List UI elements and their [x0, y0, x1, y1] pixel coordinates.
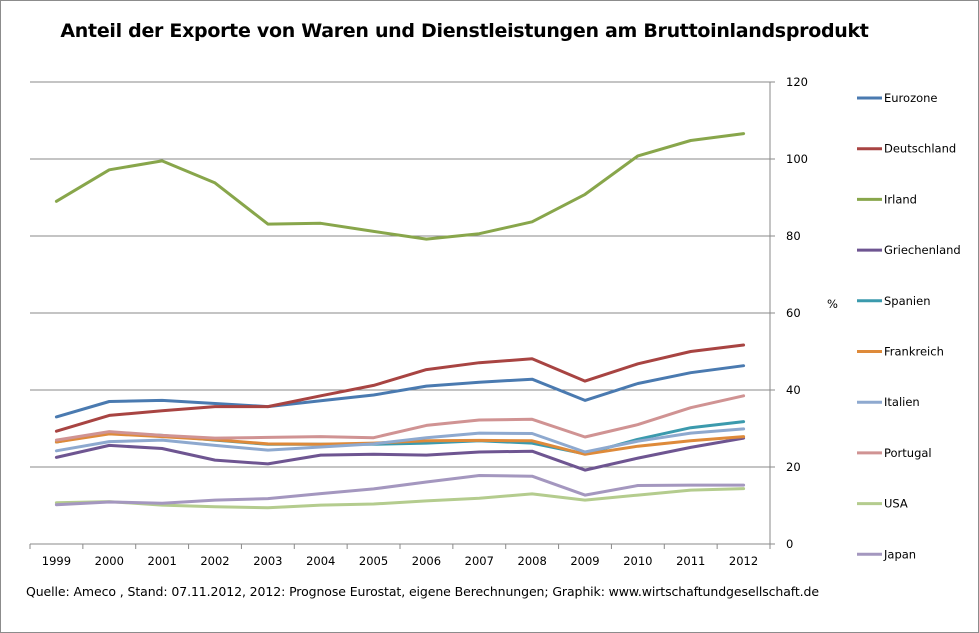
x-tick-label: 2012 [729, 554, 758, 568]
chart-title: Anteil der Exporte von Waren und Dienstl… [60, 20, 869, 42]
legend-label-griechenland: Griechenland [884, 243, 961, 257]
y-tick-label: 120 [786, 75, 808, 89]
series-line-portugal [54, 394, 746, 442]
y-tick-label: 20 [786, 460, 801, 474]
series-line-eurozone [54, 364, 746, 419]
x-tick-label: 1999 [42, 554, 71, 568]
x-tick-label: 2010 [623, 554, 652, 568]
x-tick-label: 2004 [306, 554, 335, 568]
legend-label-usa: USA [884, 497, 908, 511]
series-line-usa [54, 487, 746, 510]
legend-label-deutschland: Deutschland [884, 142, 956, 156]
x-tick-label: 2005 [359, 554, 388, 568]
gridlines [30, 81, 770, 468]
x-tick-label: 2011 [676, 554, 705, 568]
y-axis-ticks: 0 20 40 60 80 100 120 [770, 75, 808, 551]
x-tick-label: 2009 [570, 554, 599, 568]
x-tick-label: 2003 [253, 554, 282, 568]
x-tick-label: 2008 [518, 554, 547, 568]
series-line-irland [54, 132, 746, 241]
y-tick-label: 100 [786, 152, 808, 166]
legend-label-italien: Italien [884, 395, 920, 409]
legend-label-eurozone: Eurozone [884, 91, 938, 105]
y-tick-label: 60 [786, 306, 801, 320]
legend-label-frankreich: Frankreich [884, 345, 944, 359]
y-tick-label: 80 [786, 229, 801, 243]
x-tick-label: 2002 [200, 554, 229, 568]
source-note: Quelle: Ameco , Stand: 07.11.2012, 2012:… [26, 584, 819, 599]
x-tick-label: 2006 [412, 554, 441, 568]
series-line-japan [54, 474, 746, 507]
series-line-italien [54, 427, 746, 454]
series-lines [54, 132, 746, 510]
series-line-deutschland [54, 343, 746, 433]
legend-label-irland: Irland [884, 192, 917, 206]
series-line-griechenland [54, 436, 746, 472]
y-tick-label: 40 [786, 383, 801, 397]
legend-label-portugal: Portugal [884, 446, 932, 460]
x-tick-label: 2007 [465, 554, 494, 568]
legend-label-japan: Japan [883, 547, 916, 561]
y-axis-label: % [827, 297, 838, 311]
legend: Eurozone Deutschland Irland Griechenland Spa… [857, 91, 961, 561]
y-tick-label: 0 [786, 537, 793, 551]
x-axis-ticks: 1999 2000 2001 2002 2003 2004 2005 2006 2007 2008… [29, 544, 771, 568]
x-tick-label: 2000 [95, 554, 124, 568]
legend-label-spanien: Spanien [884, 294, 931, 308]
x-tick-label: 2001 [148, 554, 177, 568]
